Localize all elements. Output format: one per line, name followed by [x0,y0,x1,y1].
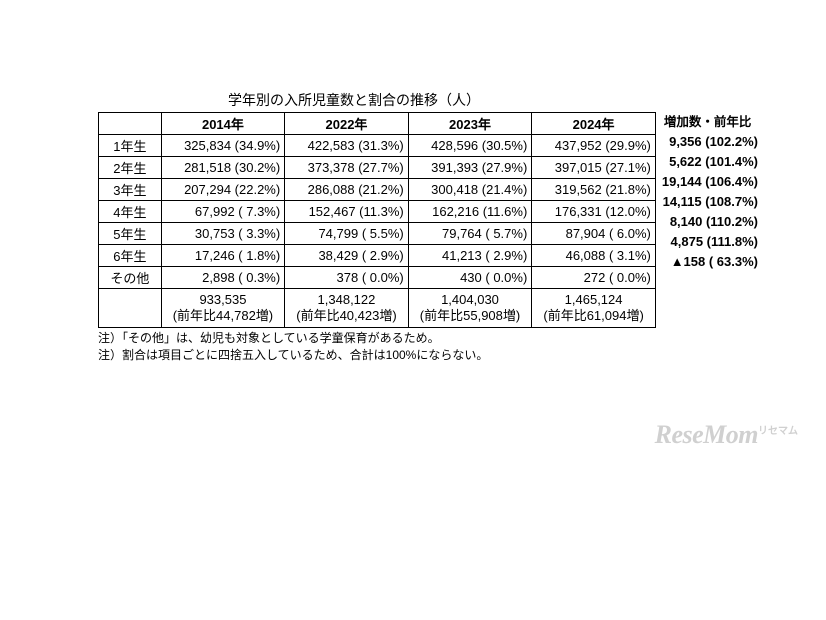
data-cell: 391,393 (27.9%) [408,157,532,179]
data-cell: 430 ( 0.0%) [408,267,532,289]
table-row: 2年生281,518 (30.2%)373,378 (27.7%)391,393… [99,157,656,179]
header-row: 2014年 2022年 2023年 2024年 [99,113,656,135]
data-cell: 74,799 ( 5.5%) [285,223,409,245]
extra-cell: 9,356 (102.2%) [662,132,758,152]
data-cell: 437,952 (29.9%) [532,135,656,157]
row-label: 2年生 [99,157,162,179]
data-cell: 30,753 ( 3.3%) [161,223,285,245]
extra-column: 増加数・前年比 9,356 (102.2%)5,622 (101.4%)19,1… [662,112,758,272]
extra-header: 増加数・前年比 [662,112,758,132]
data-cell: 281,518 (30.2%) [161,157,285,179]
col-2022: 2022年 [285,113,409,135]
data-cell: 41,213 ( 2.9%) [408,245,532,267]
table-row: その他2,898 ( 0.3%)378 ( 0.0%)430 ( 0.0%)27… [99,267,656,289]
row-label: 1年生 [99,135,162,157]
data-cell: 176,331 (12.0%) [532,201,656,223]
data-cell: 79,764 ( 5.7%) [408,223,532,245]
row-label: 5年生 [99,223,162,245]
total-row: 933,535(前年比44,782増)1,348,122(前年比40,423増)… [99,289,656,328]
data-cell: 17,246 ( 1.8%) [161,245,285,267]
row-label: 6年生 [99,245,162,267]
data-cell: 286,088 (21.2%) [285,179,409,201]
extra-cell: 5,622 (101.4%) [662,152,758,172]
extra-cell: 8,140 (110.2%) [662,212,758,232]
col-blank [99,113,162,135]
table-row: 4年生67,992 ( 7.3%)152,467 (11.3%)162,216 … [99,201,656,223]
data-cell: 87,904 ( 6.0%) [532,223,656,245]
col-2014: 2014年 [161,113,285,135]
data-cell: 422,583 (31.3%) [285,135,409,157]
data-cell: 2,898 ( 0.3%) [161,267,285,289]
data-cell: 378 ( 0.0%) [285,267,409,289]
watermark-main: ReseMom [655,420,758,449]
data-cell: 428,596 (30.5%) [408,135,532,157]
watermark-small: リセマム [758,422,798,437]
note-2: 注）割合は項目ごとに四捨五入しているため、合計は100%にならない。 [98,347,758,364]
data-cell: 272 ( 0.0%) [532,267,656,289]
note-1: 注）「その他」は、幼児も対象としている学童保育があるため。 [98,330,758,347]
data-cell: 373,378 (27.7%) [285,157,409,179]
col-2024: 2024年 [532,113,656,135]
table-row: 5年生30,753 ( 3.3%)74,799 ( 5.5%)79,764 ( … [99,223,656,245]
extra-cell: 4,875 (111.8%) [662,232,758,252]
total-label [99,289,162,328]
table-row: 1年生325,834 (34.9%)422,583 (31.3%)428,596… [99,135,656,157]
row-label: 4年生 [99,201,162,223]
data-cell: 319,562 (21.8%) [532,179,656,201]
total-cell: 1,404,030(前年比55,908増) [408,289,532,328]
data-cell: 207,294 (22.2%) [161,179,285,201]
extra-cell: 19,144 (106.4%) [662,172,758,192]
notes: 注）「その他」は、幼児も対象としている学童保育があるため。 注）割合は項目ごとに… [98,330,758,364]
extra-cell: 14,115 (108.7%) [662,192,758,212]
watermark-logo: ReseMomリセマム [655,420,798,450]
data-cell: 46,088 ( 3.1%) [532,245,656,267]
row-label: 3年生 [99,179,162,201]
total-cell: 1,348,122(前年比40,423増) [285,289,409,328]
data-cell: 325,834 (34.9%) [161,135,285,157]
data-cell: 152,467 (11.3%) [285,201,409,223]
table-row: 6年生17,246 ( 1.8%)38,429 ( 2.9%)41,213 ( … [99,245,656,267]
data-cell: 67,992 ( 7.3%) [161,201,285,223]
data-cell: 300,418 (21.4%) [408,179,532,201]
extra-cell: ▲158 ( 63.3%) [662,252,758,272]
row-label: その他 [99,267,162,289]
table-wrap: 2014年 2022年 2023年 2024年 1年生325,834 (34.9… [98,112,758,328]
total-cell: 1,465,124(前年比61,094増) [532,289,656,328]
data-cell: 38,429 ( 2.9%) [285,245,409,267]
total-cell: 933,535(前年比44,782増) [161,289,285,328]
data-cell: 162,216 (11.6%) [408,201,532,223]
table-title: 学年別の入所児童数と割合の推移（人） [98,90,610,110]
data-table: 2014年 2022年 2023年 2024年 1年生325,834 (34.9… [98,112,656,328]
col-2023: 2023年 [408,113,532,135]
table-row: 3年生207,294 (22.2%)286,088 (21.2%)300,418… [99,179,656,201]
data-cell: 397,015 (27.1%) [532,157,656,179]
